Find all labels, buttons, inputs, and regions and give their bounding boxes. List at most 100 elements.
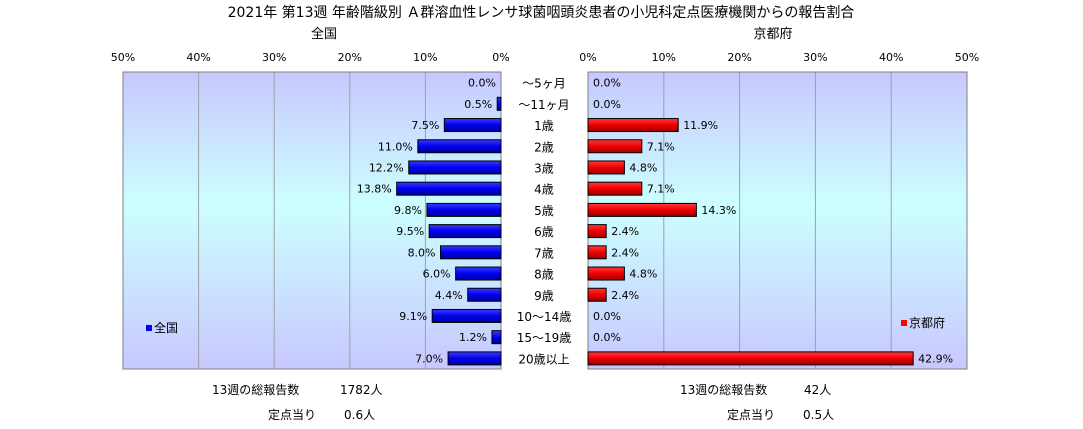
left-x-tick-label: 20% <box>338 51 362 64</box>
right-data-label: 4.8% <box>629 161 657 174</box>
left-data-label: 9.1% <box>399 310 427 323</box>
right-data-label: 4.8% <box>629 268 657 281</box>
right-gridlines <box>663 72 892 369</box>
left-x-tick-label: 50% <box>111 51 135 64</box>
right-data-label: 7.1% <box>647 140 675 153</box>
chart-title: 2021年 第13週 年齢階級別 Ａ群溶血性レンサ球菌咽頭炎患者の小児科定点医療… <box>228 4 855 21</box>
right-data-labels: 0.0% 0.0% 11.9% 7.1% 4.8% 7.1% 14.3% 2.4% 2.4% 4.… <box>593 77 953 366</box>
right-data-label: 0.0% <box>593 98 621 111</box>
left-data-label: 7.0% <box>415 352 443 365</box>
right-bar <box>587 224 607 239</box>
right-axis-ticks: 0% 10% 20% 30% 40% 50% <box>579 51 979 64</box>
left-data-label: 1.2% <box>459 331 487 344</box>
right-legend: 京都府 <box>901 315 945 330</box>
left-x-tick-label: 30% <box>262 51 286 64</box>
left-gridlines <box>198 72 426 369</box>
left-data-label: 12.2% <box>369 161 404 174</box>
category-label: 5歳 <box>534 204 554 218</box>
left-bar <box>455 266 502 281</box>
left-x-tick-label: 0% <box>492 51 509 64</box>
left-panel-title: 全国 <box>311 26 337 42</box>
right-bar <box>587 118 679 133</box>
category-label: 2歳 <box>534 140 554 154</box>
right-x-tick-label: 40% <box>879 51 903 64</box>
right-bar <box>587 139 643 154</box>
category-label: 8歳 <box>534 268 554 282</box>
left-data-label: 7.5% <box>411 119 439 132</box>
category-label: 20歳以上 <box>518 352 569 366</box>
right-x-tick-label: 20% <box>727 51 751 64</box>
left-data-label: 6.0% <box>423 268 451 281</box>
category-label: ～11ヶ月 <box>518 98 569 112</box>
kyoto-per-value: 0.5人 <box>803 408 835 422</box>
category-label: 1歳 <box>534 119 554 133</box>
right-data-label: 42.9% <box>918 352 953 365</box>
left-data-label: 8.0% <box>408 246 436 259</box>
right-plot-border <box>587 71 968 370</box>
national-total-value: 1782人 <box>340 383 383 397</box>
right-data-label: 11.9% <box>683 119 718 132</box>
right-bar <box>587 287 607 302</box>
left-bar <box>428 224 502 239</box>
category-label: 10～14歳 <box>517 310 572 324</box>
category-label: ～5ヶ月 <box>522 77 566 91</box>
national-total-label: 13週の総報告数 <box>212 383 300 397</box>
category-label: 15～19歳 <box>517 331 572 345</box>
right-data-label: 2.4% <box>611 225 639 238</box>
left-data-label: 4.4% <box>435 289 463 302</box>
national-per-label: 定点当り <box>268 408 317 422</box>
left-bar <box>431 308 502 323</box>
right-bars <box>587 118 914 366</box>
right-data-label: 0.0% <box>593 77 621 90</box>
left-legend-label: 全国 <box>154 320 178 335</box>
right-data-label: 0.0% <box>593 331 621 344</box>
right-bar <box>587 160 625 175</box>
left-x-tick-label: 10% <box>413 51 437 64</box>
category-label: 4歳 <box>534 183 554 197</box>
left-plot-border <box>122 71 502 370</box>
left-bar <box>467 287 502 302</box>
left-bar <box>396 181 502 196</box>
left-bar <box>417 139 502 154</box>
category-labels: ～5ヶ月 ～11ヶ月 1歳 2歳 3歳 4歳 5歳 6歳 7歳 8歳 9歳 10～14歳 15～19歳 2… <box>517 77 572 367</box>
left-data-label: 11.0% <box>378 140 413 153</box>
national-per-value: 0.6人 <box>344 408 376 422</box>
right-panel-title: 京都府 <box>753 27 792 42</box>
left-bar <box>447 351 502 366</box>
left-bar <box>426 202 502 217</box>
left-data-label: 9.8% <box>394 204 422 217</box>
left-x-tick-label: 40% <box>186 51 210 64</box>
right-x-tick-label: 10% <box>652 51 676 64</box>
left-bar <box>408 160 502 175</box>
category-label: 9歳 <box>534 289 554 303</box>
right-bar <box>587 351 914 366</box>
left-data-label: 13.8% <box>357 183 392 196</box>
right-bar <box>587 245 607 260</box>
left-bar <box>443 118 502 133</box>
right-x-tick-label: 50% <box>955 51 979 64</box>
left-bar <box>491 330 502 345</box>
left-data-labels: 0.0% 0.5% 7.5% 11.0% 12.2% 13.8%9.8% 9.5% 8.0% 6… <box>357 77 496 366</box>
right-bar <box>587 266 625 281</box>
category-label: 7歳 <box>534 246 554 260</box>
right-data-label: 2.4% <box>611 289 639 302</box>
right-x-tick-label: 0% <box>579 51 596 64</box>
kyoto-total-value: 42人 <box>804 383 832 397</box>
left-bars <box>396 96 502 366</box>
right-legend-swatch <box>901 320 907 326</box>
right-legend-label: 京都府 <box>909 315 945 330</box>
right-x-tick-label: 30% <box>803 51 827 64</box>
left-plot-area <box>123 72 501 369</box>
category-label: 3歳 <box>534 161 554 175</box>
left-data-label: 0.0% <box>468 77 496 90</box>
left-data-label: 0.5% <box>464 98 492 111</box>
kyoto-total-label: 13週の総報告数 <box>680 383 768 397</box>
category-label: 6歳 <box>534 225 554 239</box>
left-axis-ticks: 50% 40% 30% 20% 10% 0% <box>111 51 510 64</box>
left-legend: 全国 <box>146 320 178 335</box>
right-data-label: 0.0% <box>593 310 621 323</box>
kyoto-per-label: 定点当り <box>727 408 776 422</box>
left-data-label: 9.5% <box>396 225 424 238</box>
right-data-label: 7.1% <box>647 183 675 196</box>
